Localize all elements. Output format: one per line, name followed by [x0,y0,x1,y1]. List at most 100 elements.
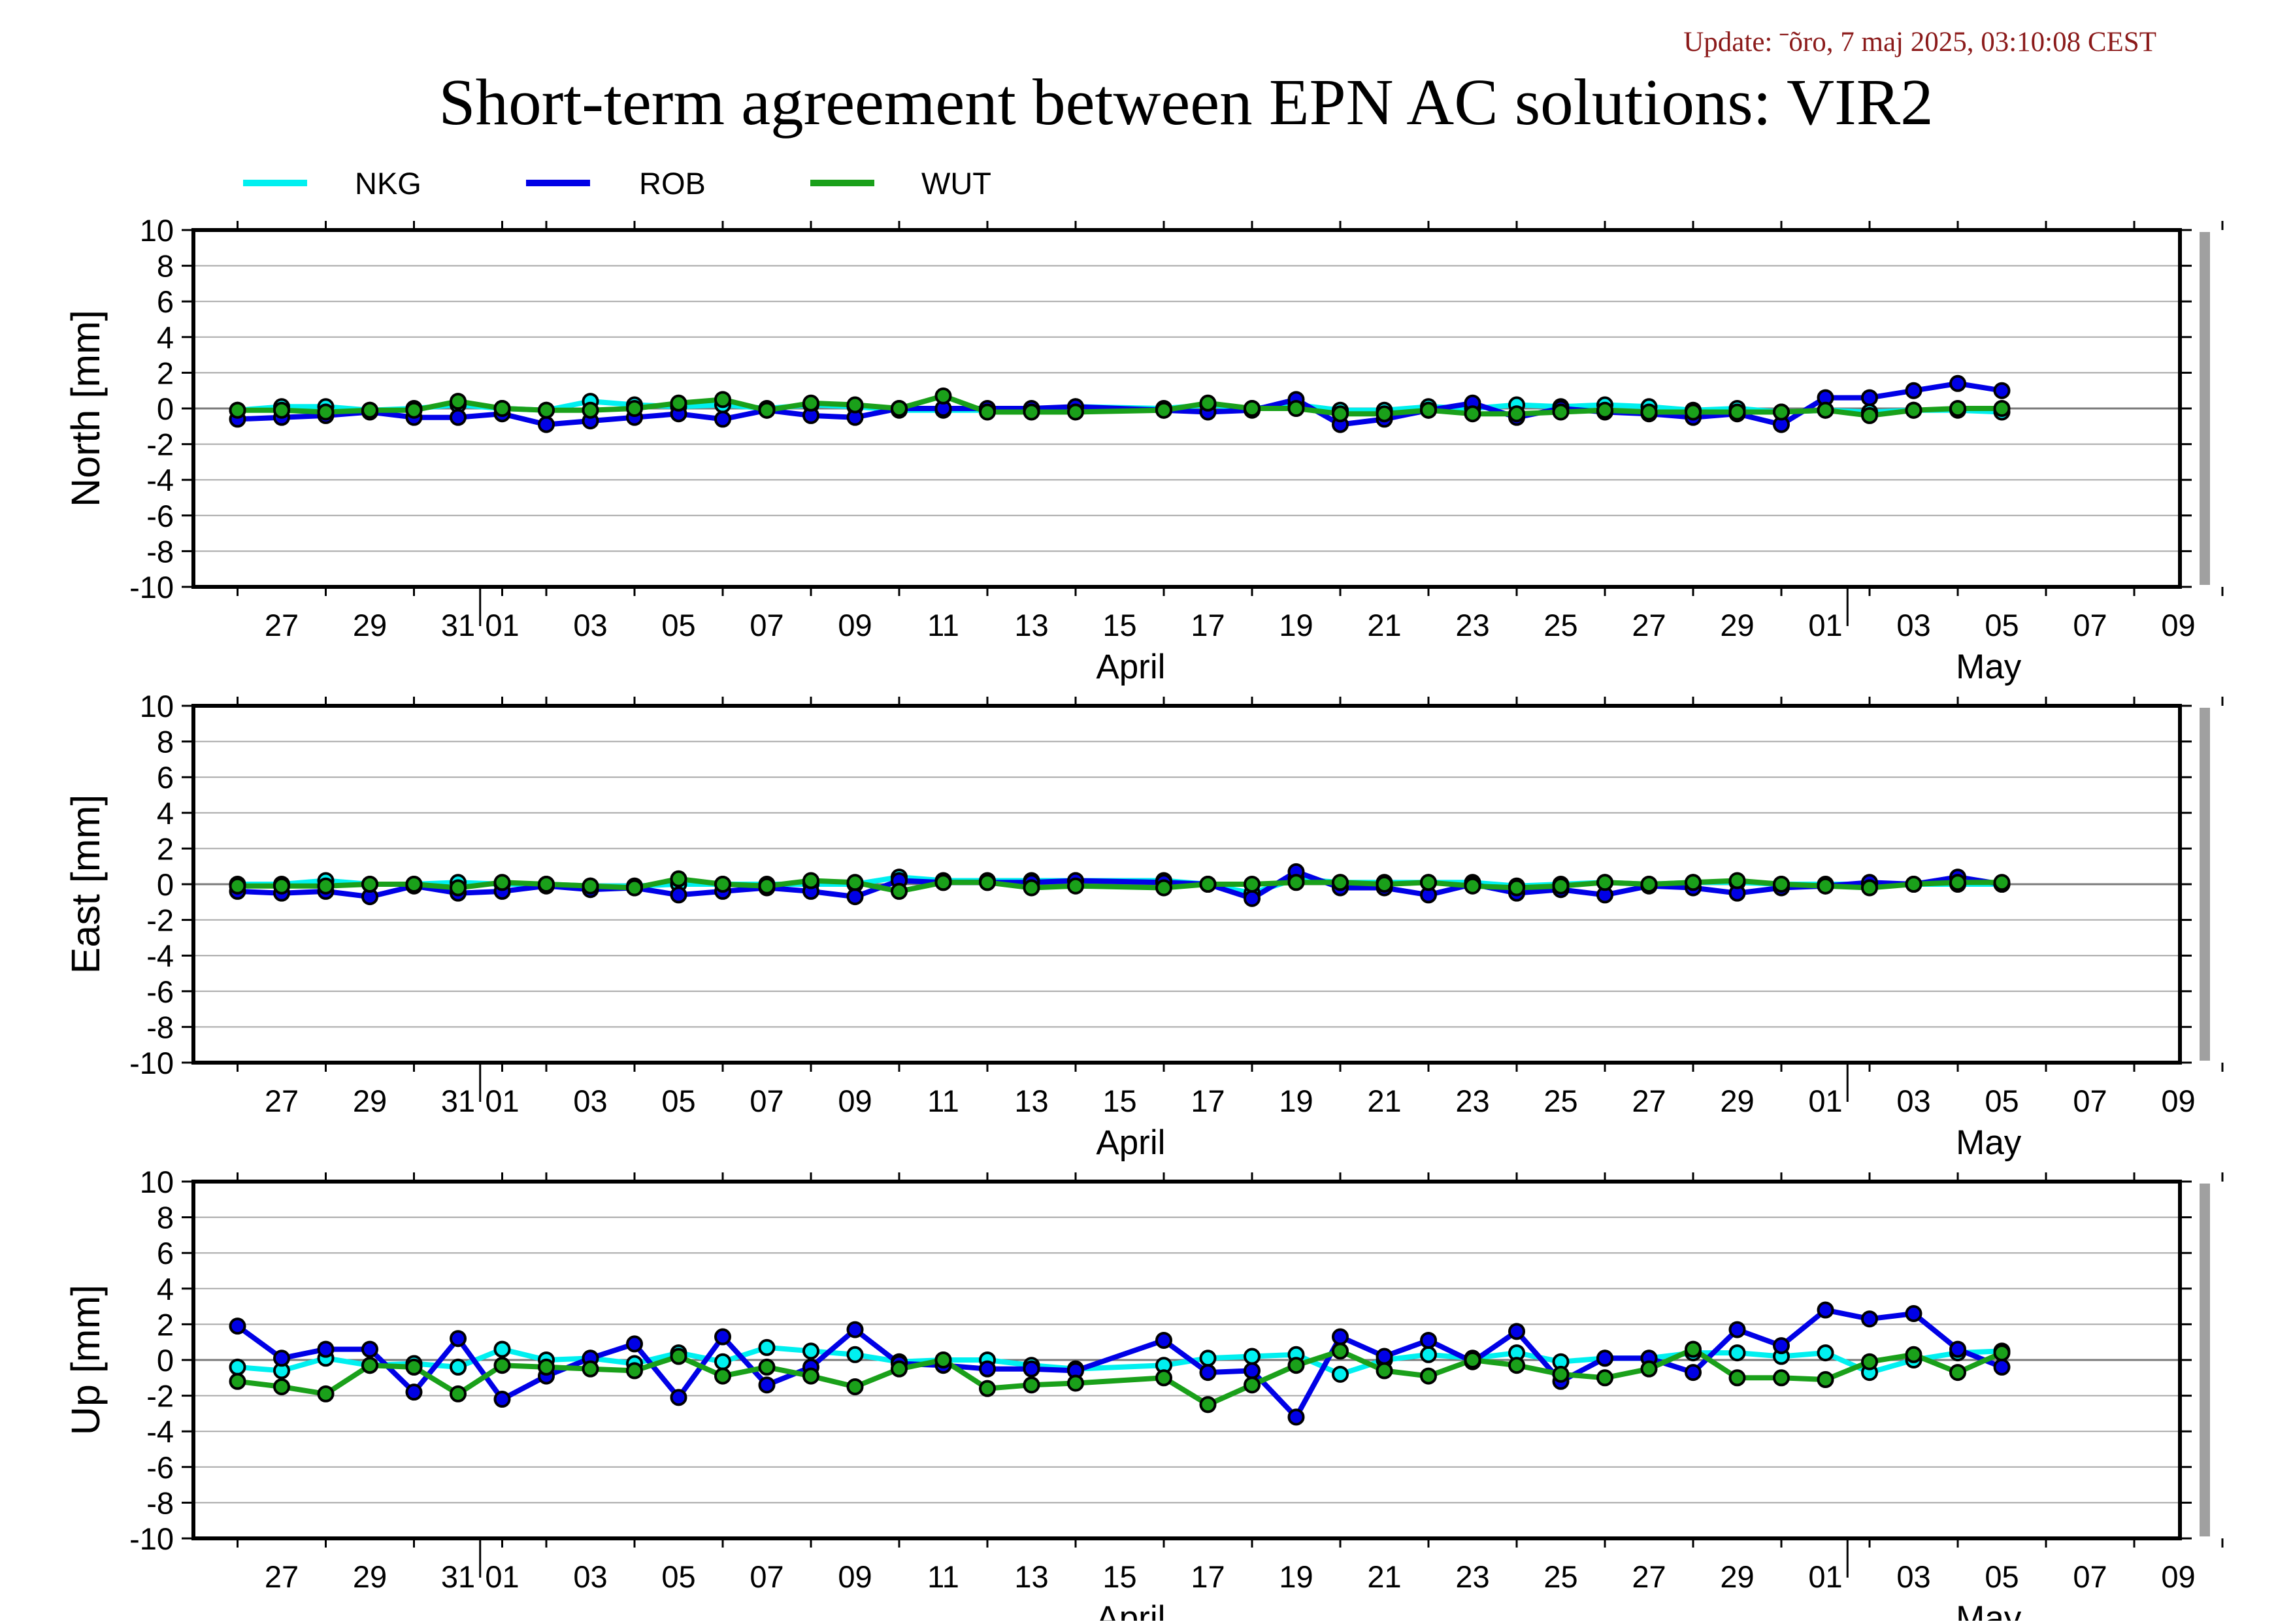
data-point-wut [1861,1353,1878,1370]
data-point-wut [802,872,819,889]
data-point-wut [891,882,908,900]
x-tick-label: 15 [1102,1559,1136,1594]
data-point-wut [1685,403,1702,421]
data-point-wut [846,874,864,891]
data-point-wut [361,1357,378,1374]
y-tick-label: -8 [146,534,174,569]
x-tick-label: 11 [927,1084,959,1118]
data-point-nkg [1728,1344,1746,1362]
data-point-wut [1640,403,1658,421]
data-point-wut [714,1367,731,1385]
data-point-wut [1817,1371,1834,1389]
x-tick-label: 05 [1985,1084,2019,1118]
series-line-wut [237,1346,2004,1408]
data-point-wut [626,1362,643,1380]
legend-item-wut: WUT [810,166,991,201]
y-tick-label: 2 [157,831,174,866]
data-point-wut [1287,874,1305,891]
y-tick-label: -10 [129,1046,174,1080]
x-tick-label: 11 [927,608,959,642]
month-label: May [1956,648,2022,686]
data-point-rob [1861,389,1878,406]
data-point-wut [1817,401,1834,419]
x-tick-label: 29 [353,1084,387,1118]
data-point-wut [934,387,952,405]
data-point-wut [802,1367,819,1385]
data-point-wut [1773,1369,1790,1387]
data-point-wut [405,876,423,893]
x-tick-label: 07 [750,608,784,642]
y-tick-label: -4 [146,463,174,497]
data-point-rob [1861,1310,1878,1328]
data-point-wut [1067,403,1084,421]
y-tick-label: -10 [129,570,174,605]
y-tick-label: -6 [146,499,174,533]
x-tick-label: 29 [353,1559,387,1594]
y-tick-label: -8 [146,1010,174,1044]
data-point-rob [626,1335,643,1353]
data-point-rob [846,1321,864,1338]
month-label: April [1096,1123,1165,1162]
data-point-wut [1199,1396,1217,1414]
data-point-rob [1287,1408,1305,1426]
data-point-nkg [758,1338,776,1356]
data-point-wut [1199,876,1217,893]
x-tick-label: 31 [441,1559,475,1594]
x-tick-label: 09 [838,1084,872,1118]
data-point-wut [1685,874,1702,891]
series-line-wut [237,393,2002,418]
data-point-wut [1067,1374,1084,1392]
data-point-wut [1861,406,1878,424]
data-point-wut [1949,874,1966,891]
data-point-wut [1861,879,1878,897]
data-point-wut [1420,874,1437,891]
data-point-wut [1552,403,1570,421]
data-point-nkg [846,1346,864,1363]
x-tick-label: 09 [838,1559,872,1594]
legend-label-rob: ROB [639,166,706,201]
y-tick-label: 10 [140,689,174,723]
series-line-wut [237,876,2002,894]
data-point-rob [450,1330,467,1348]
data-point-rob [1332,1328,1349,1346]
y-tick-label: 4 [157,796,174,831]
data-point-wut [538,401,555,419]
data-point-wut [979,874,996,891]
data-point-rob [979,1360,996,1378]
data-point-wut [1640,876,1658,893]
y-tick-label: -6 [146,1450,174,1485]
data-point-rob [361,1340,378,1358]
data-point-wut [1905,1346,1922,1363]
x-tick-label: 07 [2073,1084,2107,1118]
x-tick-label: 17 [1191,1084,1225,1118]
data-point-wut [802,394,819,412]
data-point-wut [1199,394,1217,412]
data-point-nkg [1199,1350,1217,1367]
legend-item-nkg: NKG [243,166,421,201]
data-point-rob [1508,1323,1525,1340]
data-point-wut [1552,877,1570,895]
y-tick-label: 4 [157,320,174,355]
month-label: April [1096,648,1165,686]
data-point-wut [1773,876,1790,893]
data-point-wut [1817,877,1834,895]
data-point-wut [1905,401,1922,419]
x-tick-label: 23 [1455,1559,1489,1594]
series-line-rob [237,380,2003,427]
data-point-rob [1728,1321,1746,1338]
y-tick-label: 0 [157,867,174,902]
data-point-wut [1155,401,1172,419]
data-point-wut [317,877,335,895]
data-point-wut [493,1357,511,1374]
x-tick-label: 17 [1191,608,1225,642]
x-tick-label: 09 [2161,1559,2195,1594]
data-point-rob [1993,1358,2011,1376]
x-tick-label: 31 [441,608,475,642]
data-point-wut [450,879,467,897]
data-point-wut [891,400,908,417]
data-point-rob [1905,382,1922,399]
series-line-rob [236,1307,2003,1420]
data-point-rob [1685,1364,1702,1382]
data-point-nkg [229,1358,246,1376]
data-point-wut [1244,1376,1261,1394]
